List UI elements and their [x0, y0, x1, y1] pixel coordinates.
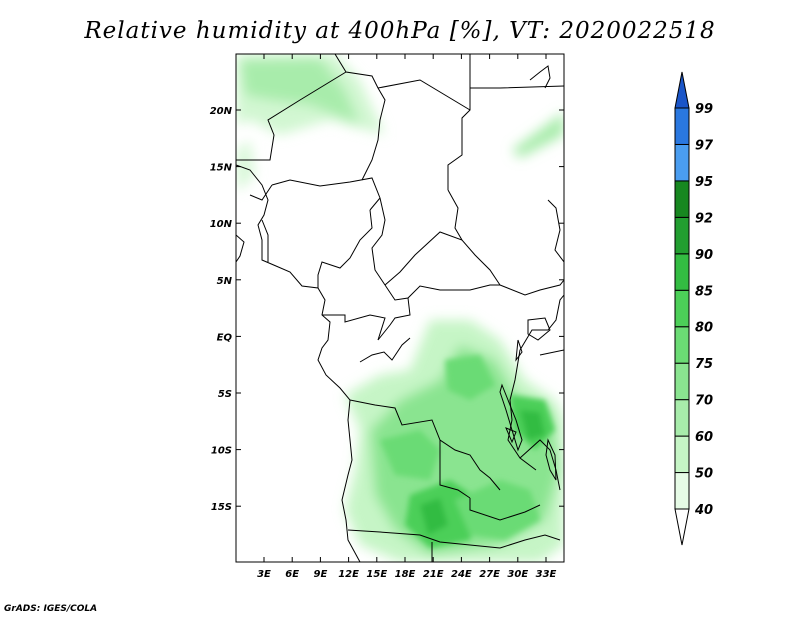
colorbar-swatch — [674, 143, 690, 182]
border-zimbabwe — [499, 534, 561, 549]
colorbar-label: 85 — [695, 284, 713, 299]
border-mauritania-mali — [236, 71, 347, 161]
border-congo — [377, 297, 411, 341]
lon-label: 24E — [451, 569, 472, 580]
colorbar-swatch — [674, 399, 690, 437]
border-sudan-east — [547, 199, 564, 263]
lon-label: 3E — [257, 569, 271, 580]
border-egypt-sudan — [470, 85, 564, 89]
colorbar-swatch — [674, 180, 690, 218]
border-sudan-south — [499, 279, 564, 296]
border-car-north — [384, 231, 501, 286]
latitude-axis: 20N 15N 10N 5N EQ 5S 10S 15S — [210, 106, 564, 513]
border-nigeria-cameroon — [317, 209, 373, 288]
border-algeria-mali — [334, 54, 386, 181]
colorbar-bottom-triangle — [674, 508, 690, 546]
lat-label: 10S — [211, 446, 232, 457]
lat-label: 15N — [210, 163, 233, 174]
colorbar-swatch — [674, 289, 690, 328]
border-angola-zambia — [439, 440, 471, 499]
lon-label: 6E — [285, 569, 299, 580]
humidity-patch-south-core-e — [455, 480, 540, 540]
colorbar-top-triangle — [674, 71, 690, 109]
border-zambia-south — [469, 498, 541, 521]
coastline — [236, 164, 361, 562]
lon-label: 9E — [314, 569, 328, 580]
lake-albert — [515, 339, 523, 362]
colorbar-label: 90 — [695, 248, 713, 263]
humidity-patch-west-coast — [236, 140, 255, 190]
border-chad-sudan — [447, 189, 463, 241]
colorbar-swatch — [674, 253, 690, 291]
colorbar-swatch — [674, 326, 690, 364]
humidity-patch-south-core-a — [380, 430, 440, 480]
colorbar: 40 50 60 70 75 80 85 90 92 95 97 99 — [674, 71, 714, 546]
colorbar-label: 70 — [695, 394, 713, 409]
lon-label: 30E — [507, 569, 528, 580]
chart-title: Relative humidity at 400hPa [%], VT: 202… — [84, 18, 716, 44]
lon-label: 27E — [479, 569, 500, 580]
lon-label: 21E — [423, 569, 444, 580]
colorbar-swatch — [674, 216, 690, 255]
lat-label: 20N — [210, 106, 233, 117]
lat-label: 15S — [211, 502, 232, 513]
lat-label: 10N — [210, 219, 233, 230]
lake-malawi — [545, 438, 557, 481]
border-gabon — [322, 314, 386, 341]
border-uganda — [519, 294, 564, 351]
border-benin — [261, 219, 269, 262]
border-burkina — [249, 184, 273, 201]
lat-label: EQ — [217, 332, 233, 343]
border-kenya — [539, 349, 564, 356]
grads-credit: GrADS: IGES/COLA — [4, 604, 98, 614]
lake-mweru — [505, 427, 517, 444]
border-libya-niger — [377, 79, 471, 111]
colorbar-label: 97 — [695, 138, 714, 153]
colorbar-label: 92 — [695, 211, 713, 226]
map-frame — [235, 53, 565, 563]
border-angola-namibia — [347, 529, 501, 549]
humidity-patch-northeast — [512, 112, 564, 158]
humidity-patch-south-core-f — [420, 498, 448, 535]
colorbar-label: 80 — [695, 321, 713, 336]
lat-label: 5S — [218, 389, 232, 400]
lon-label: 15E — [366, 569, 387, 580]
humidity-patch-south-core-g — [520, 410, 545, 440]
border-libya-chad — [447, 54, 471, 190]
humidity-patch-northwest-core — [240, 58, 360, 125]
border-drc-west — [359, 337, 411, 363]
border-chad-cameroon — [371, 197, 386, 286]
border-tanzania — [519, 439, 561, 491]
colorbar-label: 40 — [694, 503, 713, 518]
colorbar-label: 95 — [695, 175, 713, 190]
lon-label: 33E — [536, 569, 557, 580]
colorbar-label: 60 — [695, 430, 713, 445]
border-niger-nigeria — [271, 177, 381, 211]
lake-tanganyika — [499, 383, 523, 452]
country-borders — [236, 54, 564, 562]
longitude-axis: 3E 6E 9E 12E 15E 18E 21E 24E 27E 30E 33E — [257, 54, 557, 580]
colorbar-swatch — [674, 435, 690, 474]
colorbar-label: 50 — [695, 467, 713, 482]
border-car-south — [384, 284, 500, 301]
colorbar-swatch — [674, 472, 690, 510]
colorbar-swatch — [674, 107, 690, 145]
coastline-west-bump — [236, 234, 245, 263]
lon-label: 18E — [395, 569, 416, 580]
humidity-shading — [236, 54, 564, 562]
lake-victoria — [527, 317, 551, 341]
coastline-northeast — [529, 65, 551, 89]
humidity-patch-south-core-b — [445, 355, 495, 400]
colorbar-swatch — [674, 362, 690, 401]
colorbar-label: 75 — [695, 357, 713, 372]
lat-label: 5N — [217, 276, 233, 287]
lon-label: 12E — [338, 569, 359, 580]
colorbar-label: 99 — [695, 102, 713, 117]
